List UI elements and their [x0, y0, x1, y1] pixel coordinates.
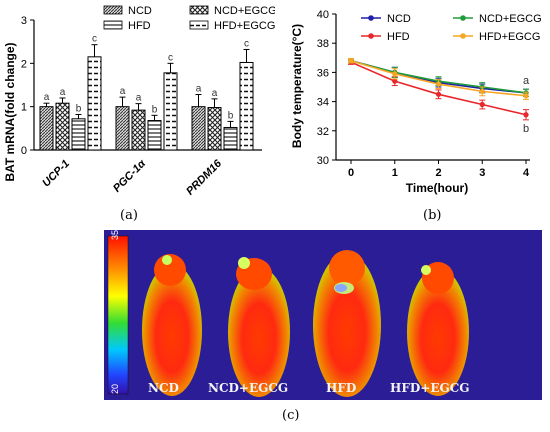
- significance-letter: a: [44, 92, 50, 103]
- y-tick-label: 1: [21, 102, 27, 114]
- legend-label: NCD+EGCG: [214, 5, 275, 17]
- legend-marker: [460, 33, 466, 39]
- data-point: [479, 101, 485, 108]
- significance-letter: a: [136, 93, 142, 104]
- bar: [223, 126, 238, 151]
- data-point: [348, 58, 354, 64]
- legend-swatch: [103, 20, 123, 30]
- significance-letter: a: [60, 87, 66, 98]
- thermal-label-ncd-egcg: NCD+EGCG: [208, 381, 289, 395]
- significance-letter: a: [196, 84, 202, 95]
- x-tick-label: PRDM16: [184, 157, 225, 198]
- significance-letter: b: [152, 104, 158, 115]
- data-point: [435, 81, 442, 87]
- y-tick-label: 2: [21, 58, 27, 70]
- legend-marker: [368, 33, 374, 39]
- significance-letter: c: [92, 34, 97, 45]
- annotation-b: b: [523, 123, 529, 135]
- caption-b: (b): [423, 208, 442, 223]
- data-point: [523, 112, 529, 118]
- legend-label: HFD: [128, 20, 151, 32]
- legend-swatch: [189, 5, 209, 15]
- annotation-a: a: [523, 75, 530, 87]
- thermal-label-hfd-egcg: HFD+EGCG: [390, 381, 470, 395]
- bar: [87, 56, 102, 151]
- bar: [191, 106, 206, 151]
- significance-letter: a: [212, 88, 218, 99]
- scale-max-label: 35: [110, 230, 120, 240]
- bar: [115, 106, 130, 151]
- mouse-hfd: [313, 250, 381, 397]
- thermal-label-hfd: HFD: [326, 381, 357, 395]
- scale-min-label: 20: [110, 383, 120, 394]
- x-tick-label: PGC-1α: [111, 157, 149, 195]
- data-point: [392, 78, 398, 84]
- thermal-image: 35 20 NCD NCD+EGCG HFD HFD+EGCG: [104, 230, 542, 400]
- y-axis-label: BAT mRNA(fold change): [3, 42, 17, 181]
- y-tick-label: 38: [317, 38, 329, 50]
- significance-letter: c: [168, 52, 173, 63]
- legend-label: HFD+EGCG: [479, 31, 540, 43]
- y-tick-label: 36: [317, 67, 329, 79]
- bar: [131, 109, 146, 151]
- x-tick-label: UCP-1: [40, 158, 72, 190]
- x-tick-label: 1: [392, 167, 398, 179]
- bar: [55, 102, 70, 151]
- significance-letter: b: [228, 110, 234, 121]
- data-point: [435, 91, 442, 97]
- legend-swatch: [189, 20, 209, 30]
- caption-a: (a): [120, 208, 138, 223]
- legend-label: NCD+EGCG: [479, 13, 542, 25]
- legend-label: NCD: [387, 13, 411, 25]
- mouse-ncd-egcg: [228, 257, 290, 397]
- legend-label: NCD: [128, 5, 152, 17]
- y-tick-label: 32: [317, 126, 329, 138]
- y-tick-label: 3: [21, 15, 27, 27]
- data-point: [392, 71, 398, 77]
- legend-label: HFD+EGCG: [214, 20, 275, 32]
- x-tick-label: 0: [348, 167, 354, 179]
- y-tick-label: 30: [317, 155, 329, 167]
- legend-label: HFD: [387, 31, 410, 43]
- y-tick-label: 40: [317, 9, 329, 21]
- legend-marker: [368, 15, 374, 21]
- bar: [71, 118, 86, 151]
- y-tick-label: 0: [21, 145, 27, 157]
- x-tick-label: 3: [479, 167, 485, 179]
- x-tick-label: 2: [435, 167, 441, 179]
- data-point: [523, 93, 529, 99]
- y-tick-label: 34: [317, 97, 329, 109]
- thermal-label-ncd: NCD: [148, 381, 179, 395]
- significance-letter: c: [244, 38, 249, 49]
- significance-letter: b: [76, 103, 82, 114]
- bar: [39, 106, 54, 151]
- x-axis-label: Time(hour): [406, 181, 468, 195]
- legend-swatch: [103, 5, 123, 15]
- y-axis-label: Body temperature(°C): [290, 24, 304, 148]
- legend-marker: [460, 15, 466, 21]
- mouse-hfd-egcg: [407, 262, 469, 396]
- bar: [163, 72, 178, 151]
- bar: [207, 107, 222, 151]
- data-point: [479, 88, 485, 94]
- caption-c: (c): [282, 408, 300, 423]
- mouse-ncd: [142, 254, 202, 396]
- bar: [239, 61, 254, 151]
- color-scale-bar: [107, 235, 129, 395]
- significance-letter: a: [120, 86, 126, 97]
- bar: [147, 120, 162, 151]
- x-tick-label: 4: [523, 167, 530, 179]
